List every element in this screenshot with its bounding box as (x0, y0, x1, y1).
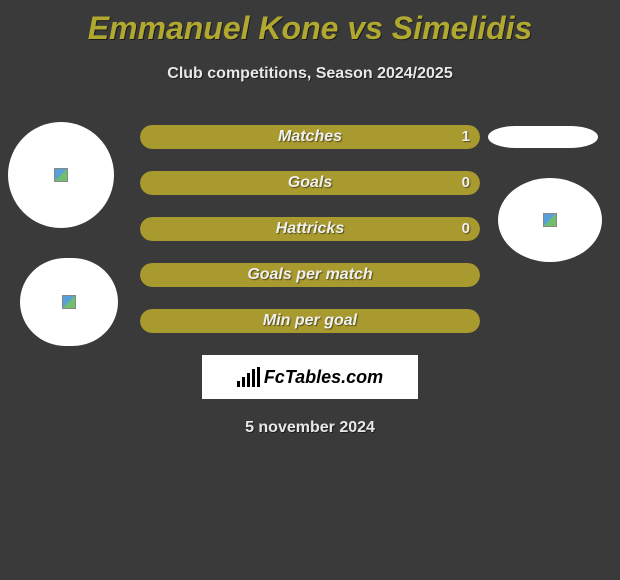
page-title: Emmanuel Kone vs Simelidis (0, 0, 620, 47)
page-subtitle: Club competitions, Season 2024/2025 (0, 65, 620, 83)
stat-label: Goals per match (140, 263, 480, 287)
stat-value: 0 (462, 171, 470, 195)
footer-date: 5 november 2024 (0, 419, 620, 437)
broken-image-icon (543, 213, 557, 227)
stat-label: Goals (140, 171, 480, 195)
stat-row-min-per-goal: Min per goal (140, 309, 480, 333)
player1-team-shield (20, 258, 118, 346)
fctables-logo-text: FcTables.com (264, 367, 383, 388)
player2-avatar (498, 178, 602, 262)
stat-row-goals: Goals 0 (140, 171, 480, 195)
broken-image-icon (54, 168, 68, 182)
stat-label: Matches (140, 125, 480, 149)
broken-image-icon (62, 295, 76, 309)
stat-value: 1 (462, 125, 470, 149)
player1-avatar (8, 122, 114, 228)
player2-name-pill (488, 126, 598, 148)
stat-value: 0 (462, 217, 470, 241)
stat-label: Hattricks (140, 217, 480, 241)
stat-label: Min per goal (140, 309, 480, 333)
fctables-logo[interactable]: FcTables.com (202, 355, 418, 399)
stat-row-goals-per-match: Goals per match (140, 263, 480, 287)
stat-row-hattricks: Hattricks 0 (140, 217, 480, 241)
stats-container: Matches 1 Goals 0 Hattricks 0 Goals per … (140, 125, 480, 333)
bar-chart-icon (237, 367, 260, 387)
stat-row-matches: Matches 1 (140, 125, 480, 149)
